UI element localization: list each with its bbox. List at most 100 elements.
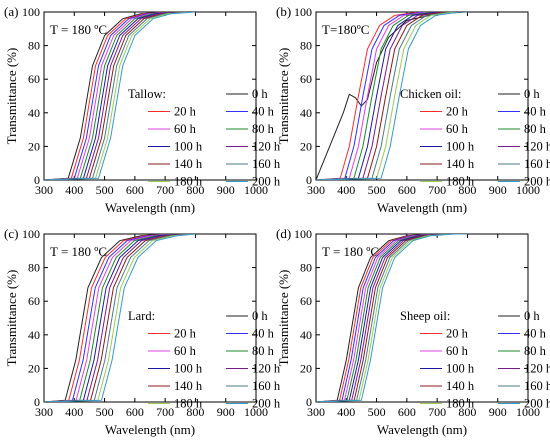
- legend-entry: 120 h: [524, 362, 550, 376]
- series-line: [316, 234, 468, 402]
- y-tick-label: 0: [34, 173, 40, 187]
- y-tick-label: 60: [300, 294, 312, 308]
- x-tick-label: 600: [126, 183, 144, 197]
- y-tick-label: 0: [306, 395, 312, 409]
- legend-entry: 200 h: [524, 397, 550, 411]
- y-axis-label: Transmittance (%): [276, 270, 291, 367]
- x-tick-label: 900: [489, 405, 507, 419]
- y-tick-label: 40: [300, 328, 312, 342]
- series-line: [44, 12, 196, 180]
- legend-entry: 140 h: [174, 157, 203, 171]
- panel-label: (d): [276, 226, 291, 241]
- series-line: [44, 12, 196, 180]
- x-tick-label: 500: [96, 183, 114, 197]
- y-tick-label: 20: [300, 361, 312, 375]
- series-line: [316, 12, 468, 180]
- y-tick-label: 0: [306, 173, 312, 187]
- series-line: [44, 234, 196, 402]
- legend-entry: 140 h: [174, 379, 203, 393]
- x-tick-label: 800: [458, 405, 476, 419]
- x-axis-label: Wavelength (nm): [377, 200, 467, 215]
- legend-entry: 60 h: [446, 344, 469, 358]
- y-tick-label: 100: [22, 227, 40, 241]
- x-tick-label: 400: [65, 405, 83, 419]
- legend-entry: 140 h: [446, 379, 475, 393]
- series-line: [44, 12, 196, 180]
- y-tick-label: 60: [300, 72, 312, 86]
- x-tick-label: 800: [186, 405, 204, 419]
- x-axis-label: Wavelength (nm): [377, 422, 467, 437]
- y-axis-label: Transmittance (%): [4, 48, 19, 145]
- chart-panel: 300 400 500 600 700 800 900 1000 0 20 40 60 80 100 Wav…: [4, 226, 281, 437]
- series-group: [44, 12, 196, 180]
- legend-entry: 100 h: [446, 140, 475, 154]
- x-tick-label: 700: [156, 405, 174, 419]
- y-tick-label: 60: [28, 72, 40, 86]
- series-line: [316, 12, 468, 180]
- legend-entry: 200 h: [252, 175, 281, 189]
- x-tick-label: 900: [217, 183, 235, 197]
- legend-entry: 80 h: [252, 122, 275, 136]
- y-tick-label: 80: [300, 261, 312, 275]
- series-line: [316, 12, 468, 180]
- legend-entry: 60 h: [446, 122, 469, 136]
- temperature-annotation: T = 180 ºC: [50, 22, 107, 37]
- legend-entry: 160 h: [524, 157, 550, 171]
- series-group: [44, 234, 196, 402]
- chart-panel: 300 400 500 600 700 800 900 1000 0 20 40 60 80 100 Wav…: [276, 226, 550, 437]
- series-line: [316, 12, 468, 180]
- y-tick-label: 60: [28, 294, 40, 308]
- legend-entry: 80 h: [252, 344, 275, 358]
- y-tick-label: 0: [34, 395, 40, 409]
- y-tick-label: 20: [300, 139, 312, 153]
- x-axis-label: Wavelength (nm): [105, 422, 195, 437]
- series-line: [316, 12, 468, 180]
- legend-title: Lard:: [128, 309, 155, 323]
- series-line: [316, 12, 468, 180]
- legend-entry: 20 h: [174, 327, 197, 341]
- x-tick-label: 1000: [516, 183, 540, 197]
- x-tick-label: 700: [428, 183, 446, 197]
- legend-entry: 180 h: [174, 397, 203, 411]
- x-tick-label: 600: [398, 405, 416, 419]
- x-tick-label: 400: [65, 183, 83, 197]
- series-group: [316, 234, 468, 402]
- temperature-annotation: T = 180 ºC: [322, 244, 379, 259]
- temperature-annotation: T=180ºC: [322, 22, 369, 37]
- legend-entry: 20 h: [174, 105, 197, 119]
- y-tick-label: 100: [22, 5, 40, 19]
- x-tick-label: 300: [35, 183, 53, 197]
- y-tick-label: 100: [294, 227, 312, 241]
- y-tick-label: 20: [28, 139, 40, 153]
- x-tick-label: 800: [458, 183, 476, 197]
- legend-entry: 200 h: [524, 175, 550, 189]
- panel-label: (b): [276, 4, 291, 19]
- legend-entry: 120 h: [524, 140, 550, 154]
- x-tick-label: 700: [156, 183, 174, 197]
- legend-entry: 200 h: [252, 397, 281, 411]
- x-tick-label: 1000: [244, 405, 268, 419]
- legend-title: Tallow:: [128, 87, 166, 101]
- legend-entry: 180 h: [446, 397, 475, 411]
- legend-entry: 40 h: [252, 327, 275, 341]
- legend-entry: 140 h: [446, 157, 475, 171]
- panel-label: (a): [4, 4, 18, 19]
- x-tick-label: 300: [35, 405, 53, 419]
- x-tick-label: 700: [428, 405, 446, 419]
- legend-entry: 180 h: [446, 175, 475, 189]
- y-tick-label: 100: [294, 5, 312, 19]
- series-group: [316, 12, 468, 180]
- x-tick-label: 400: [337, 183, 355, 197]
- legend-entry: 40 h: [252, 105, 275, 119]
- panel-label: (c): [4, 226, 18, 241]
- plot-frame: [315, 233, 529, 403]
- y-tick-label: 40: [28, 106, 40, 120]
- y-tick-label: 40: [300, 106, 312, 120]
- chart-panel: 300 400 500 600 700 800 900 1000 0 20 40 60 80 100 Wav…: [4, 4, 281, 215]
- legend-entry: 0 h: [252, 309, 268, 323]
- y-tick-label: 80: [28, 39, 40, 53]
- legend-entry: 160 h: [524, 379, 550, 393]
- legend-entry: 60 h: [174, 344, 197, 358]
- x-tick-label: 400: [337, 405, 355, 419]
